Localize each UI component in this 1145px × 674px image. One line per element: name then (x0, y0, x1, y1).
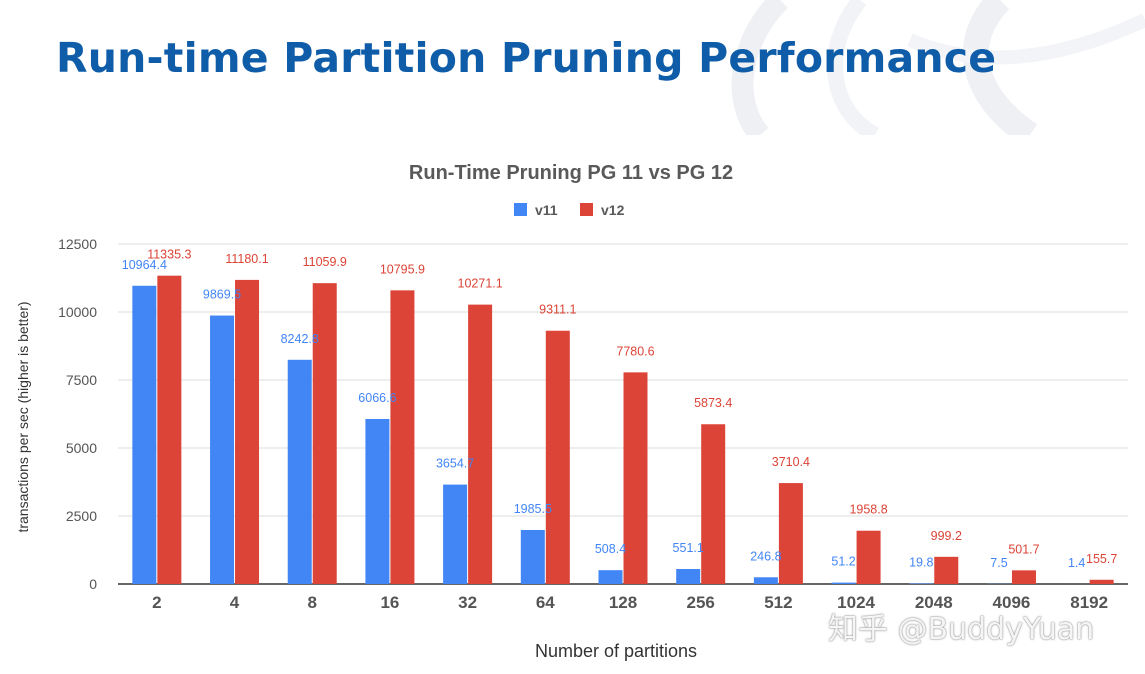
x-tick-label: 8192 (1070, 593, 1108, 612)
y-tick-label: 5000 (66, 440, 97, 456)
y-tick-label: 2500 (66, 508, 97, 524)
data-label-v11: 7.5 (990, 556, 1007, 570)
bar-v12 (934, 556, 959, 584)
data-label-v11: 3654.7 (436, 457, 474, 471)
bars (132, 275, 1114, 584)
y-axis-label: transactions per sec (higher is better) (15, 301, 31, 532)
bar-v11 (753, 577, 778, 584)
data-label-v11: 6066.6 (358, 391, 396, 405)
bar-v12 (390, 290, 415, 584)
bar-v12 (235, 279, 260, 584)
data-label-v11: 1985.5 (514, 502, 552, 516)
legend-swatch-v11 (514, 203, 527, 216)
data-label-v11: 8242.8 (281, 332, 319, 346)
bar-v12 (468, 304, 493, 584)
data-label-v11: 246.8 (750, 549, 781, 563)
bar-chart: Run-Time Pruning PG 11 vs PG 12 v11 v12 0… (15, 162, 1128, 661)
bar-v11 (909, 583, 934, 584)
bar-v11 (287, 359, 312, 584)
x-tick-label: 128 (609, 593, 637, 612)
data-label-v11: 9869.5 (203, 288, 241, 302)
x-tick-label: 2 (152, 593, 161, 612)
data-label-v12: 7780.6 (616, 344, 654, 358)
data-label-v12: 3710.4 (772, 455, 810, 469)
data-label-v12: 999.2 (931, 529, 962, 543)
legend-swatch-v12 (580, 203, 593, 216)
bar-v11 (365, 418, 390, 584)
bar-v12 (701, 424, 726, 584)
background-decoration (731, 0, 1145, 135)
gridlines (118, 243, 1128, 585)
y-tick-label: 7500 (66, 372, 97, 388)
x-tick-label: 64 (536, 593, 555, 612)
data-label-v12: 11335.3 (147, 248, 191, 262)
x-tick-label: 16 (380, 593, 399, 612)
bar-v12 (1089, 579, 1114, 584)
bar-v12 (1011, 570, 1036, 584)
data-label-v12: 5873.4 (694, 396, 732, 410)
x-tick-label: 4096 (993, 593, 1031, 612)
watermark: 知乎 @BuddyYuan (828, 612, 1095, 647)
data-label-v11: 51.2 (831, 555, 855, 569)
data-label-v12: 11180.1 (225, 252, 268, 266)
bar-v11 (598, 570, 623, 584)
data-label-v11: 551.1 (673, 541, 704, 555)
slide-title: Run-time Partition Pruning Performance (56, 34, 997, 82)
x-tick-label: 512 (764, 593, 792, 612)
y-axis-ticks: 0 2500 5000 7500 10000 12500 (58, 236, 97, 592)
x-tick-label: 4 (230, 593, 240, 612)
legend: v11 v12 (514, 202, 625, 218)
data-label-v11: 508.4 (595, 542, 626, 556)
chart-title: Run-Time Pruning PG 11 vs PG 12 (409, 162, 733, 184)
x-tick-label: 1024 (837, 593, 875, 612)
bar-v12 (545, 330, 570, 584)
bar-v12 (312, 283, 337, 584)
data-label-v12: 10795.9 (380, 262, 425, 276)
x-tick-label: 256 (687, 593, 715, 612)
data-label-v11: 19.8 (909, 555, 933, 569)
data-label-v11: 10964.4 (122, 258, 167, 272)
data-label-v12: 10271.1 (458, 277, 503, 291)
legend-label-v12: v12 (601, 202, 625, 218)
bar-v12 (623, 372, 648, 584)
bar-v11 (210, 315, 235, 584)
bar-v11 (676, 569, 701, 584)
bar-v11 (132, 285, 157, 584)
bar-v11 (520, 529, 545, 584)
data-label-v11: 1.4 (1068, 556, 1085, 570)
x-axis-ticks: 2 4 8 16 32 64 128 256 512 1024 2048 4096 8192 (152, 593, 1108, 612)
data-label-v12: 11059.9 (303, 255, 347, 269)
data-label-v12: 1958.8 (849, 503, 887, 517)
legend-label-v11: v11 (535, 202, 558, 218)
data-label-v12: 155.7 (1086, 552, 1117, 566)
bar-v11 (443, 484, 468, 584)
bar-v12 (856, 530, 881, 584)
x-axis-label: Number of partitions (535, 641, 697, 661)
y-tick-label: 12500 (58, 236, 97, 252)
x-tick-label: 8 (307, 593, 316, 612)
y-tick-label: 0 (89, 576, 97, 592)
bar-v11 (831, 582, 856, 584)
bar-v12 (157, 275, 182, 584)
data-label-v12: 9311.1 (539, 303, 576, 317)
x-tick-label: 32 (458, 593, 477, 612)
x-tick-label: 2048 (915, 593, 953, 612)
data-label-v12: 501.7 (1008, 542, 1039, 556)
bar-v12 (778, 483, 803, 584)
y-tick-label: 10000 (58, 304, 97, 320)
